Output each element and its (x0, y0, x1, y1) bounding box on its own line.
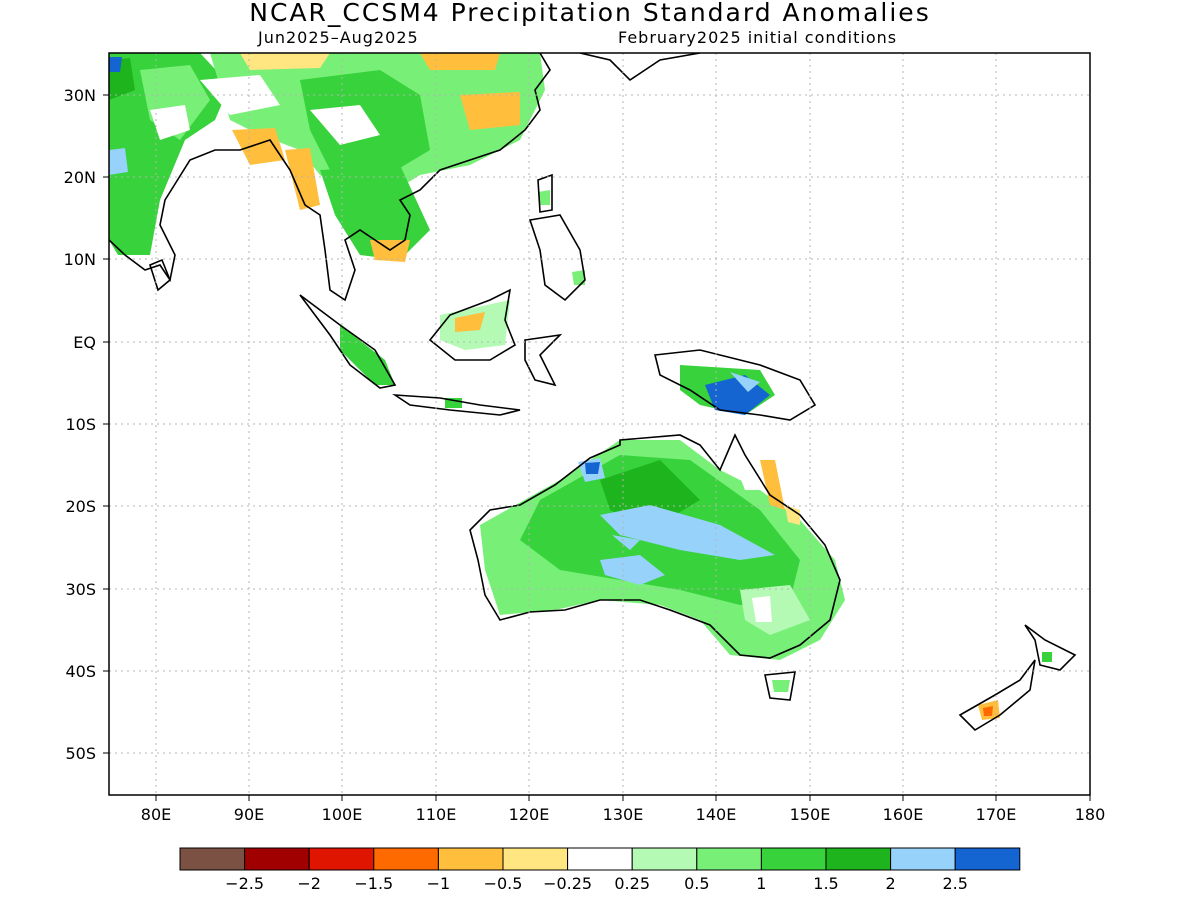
colorbar-label: 2 (886, 874, 896, 893)
anomaly-field (109, 53, 1052, 720)
colorbar (179, 847, 1021, 871)
india-anomaly-blue2 (109, 57, 122, 72)
colorbar-swatch (308, 847, 375, 871)
colorbar-swatch (760, 847, 827, 871)
lat-label: 30N (64, 86, 96, 105)
philippines-coast (528, 214, 586, 302)
colorbar-label: 1 (756, 874, 766, 893)
indochina-anomaly (320, 165, 430, 260)
colorbar-label: −0.25 (543, 874, 592, 893)
japan-coast (579, 53, 701, 82)
srilanka-coast (149, 258, 171, 292)
australia-anomaly-yellow2 (785, 505, 800, 525)
colorbar-label: 0.5 (684, 874, 709, 893)
sulawesi-coast (524, 333, 563, 387)
colorbar-label: −1.5 (354, 874, 393, 893)
colorbar-swatch (631, 847, 698, 871)
lon-label: 150E (790, 805, 831, 824)
colorbar-swatch (502, 847, 569, 871)
colorbar-label: −0.5 (484, 874, 523, 893)
nz-north-coast (1024, 624, 1077, 671)
lon-label: 140E (696, 805, 737, 824)
colorbar-swatch (373, 847, 439, 871)
australia-anomaly-yellow (760, 460, 785, 510)
lon-label: 120E (509, 805, 550, 824)
myanmar-anomaly (285, 148, 320, 210)
colorbar-swatch (179, 847, 246, 871)
lat-label: 50S (65, 744, 96, 763)
new-guinea-coast (654, 349, 817, 421)
bangladesh-anomaly (232, 128, 285, 165)
new-guinea-anomaly-lightblue (730, 372, 760, 392)
lon-label: 90E (234, 805, 264, 824)
colorbar-swatch (954, 847, 1021, 871)
asia-coast (109, 53, 551, 302)
china-anomaly-yellow2 (240, 53, 330, 70)
longitude-labels: 80E 90E 100E 110E 120E 130E 140E 150E 16… (141, 805, 1106, 824)
colorbar-swatch (244, 847, 310, 871)
australia-anomaly-blue3 (612, 535, 640, 550)
lon-label: 160E (883, 805, 924, 824)
taiwan-anomaly (538, 190, 550, 205)
australia-anomaly-white (752, 596, 772, 622)
colorbar-swatch (890, 847, 956, 871)
lat-label: 20S (65, 497, 96, 516)
philippines-anomaly (572, 270, 585, 285)
lon-label: 130E (603, 805, 644, 824)
china-anomaly-white2 (200, 75, 280, 115)
lon-label: 100E (322, 805, 363, 824)
australia-anomaly-blue1 (600, 505, 775, 560)
java-coast (392, 394, 521, 416)
map-title: NCAR_CCSM4 Precipitation Standard Anomal… (249, 0, 931, 27)
colorbar-label: 2.5 (942, 874, 967, 893)
colorbar-swatch (825, 847, 892, 871)
lat-label: 30S (65, 580, 96, 599)
borneo-anomaly-yellow (455, 312, 485, 332)
sumatra-anomaly (340, 325, 395, 385)
colorbar-label: −2.5 (225, 874, 264, 893)
lat-label: 40S (65, 662, 96, 681)
lat-label: 10S (65, 415, 96, 434)
china-anomaly-white1 (310, 105, 380, 145)
colorbar-label: −1 (427, 874, 451, 893)
lon-label: 170E (976, 805, 1017, 824)
australia-coast (469, 433, 841, 659)
colorbar-swatch (437, 847, 504, 871)
colorbar-label: −2 (297, 874, 321, 893)
graticule (109, 53, 1090, 795)
china-anomaly-yellow1 (460, 92, 520, 130)
tasmania-coast (764, 671, 796, 701)
colorbar-labels: −2.5 −2 −1.5 −1 −0.5 −0.25 0.25 0.5 1 1.5 2 2.5 (225, 874, 968, 893)
tasmania-anomaly (772, 680, 790, 692)
lon-label: 80E (141, 805, 171, 824)
lat-label: 20N (64, 168, 96, 187)
india-anomaly-white (150, 105, 190, 140)
forecast-period: Jun2025–Aug2025 (258, 28, 419, 47)
latitude-labels: 30N 20N 10N EQ 10S 20S 30S 40S 50S (64, 86, 96, 763)
colorbar-swatch (567, 847, 633, 871)
axis-ticks (103, 94, 1091, 801)
colorbar-swatch (696, 847, 762, 871)
nz-anomaly-green (1042, 652, 1052, 662)
sumatra-coast (299, 294, 397, 389)
colorbar-label: 1.5 (813, 874, 838, 893)
nz-anomaly-orange (983, 706, 993, 716)
lon-label: 180 (1075, 805, 1106, 824)
australia-anomaly-blue2 (600, 555, 665, 585)
nz-south-coast (958, 659, 1036, 732)
lon-label: 110E (416, 805, 457, 824)
australia-anomaly-darkblue (585, 462, 600, 474)
indochina-anomaly-yellow (370, 240, 410, 262)
initial-conditions: February2025 initial conditions (618, 28, 898, 47)
india-anomaly-blue (109, 148, 128, 175)
map-frame (108, 52, 1091, 796)
china-anomaly-yellow3 (420, 53, 500, 70)
borneo-coast (428, 288, 516, 361)
colorbar-label: 0.25 (614, 874, 650, 893)
lat-label: 10N (64, 250, 96, 269)
lat-label: EQ (73, 333, 96, 352)
